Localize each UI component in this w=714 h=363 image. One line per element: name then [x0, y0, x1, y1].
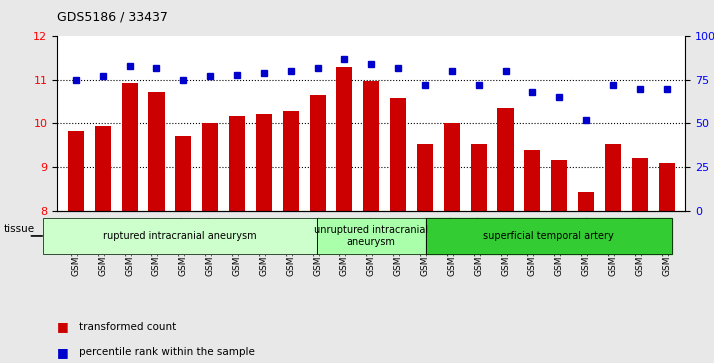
Text: tissue: tissue: [4, 224, 35, 234]
Bar: [175, 136, 191, 211]
Bar: [149, 91, 164, 211]
Bar: [498, 108, 513, 211]
Bar: [390, 98, 406, 211]
Bar: [95, 126, 111, 211]
Bar: [121, 83, 138, 211]
Bar: [202, 123, 218, 211]
Bar: [471, 144, 487, 211]
Text: ■: ■: [57, 346, 69, 359]
Text: ruptured intracranial aneurysm: ruptured intracranial aneurysm: [104, 231, 257, 241]
Bar: [632, 158, 648, 211]
Bar: [283, 111, 298, 211]
Bar: [658, 163, 675, 211]
Bar: [578, 192, 594, 211]
Text: transformed count: transformed count: [79, 322, 176, 332]
Bar: [68, 131, 84, 211]
Bar: [551, 160, 568, 211]
Bar: [444, 123, 460, 211]
Text: unruptured intracranial
aneurysm: unruptured intracranial aneurysm: [314, 225, 428, 247]
Bar: [417, 144, 433, 211]
Bar: [336, 67, 353, 211]
Bar: [256, 114, 272, 211]
Bar: [605, 144, 621, 211]
Text: superficial temporal artery: superficial temporal artery: [483, 231, 614, 241]
Text: GDS5186 / 33437: GDS5186 / 33437: [57, 11, 168, 24]
Text: ■: ■: [57, 320, 69, 333]
Bar: [524, 150, 540, 211]
Bar: [363, 81, 379, 211]
Text: percentile rank within the sample: percentile rank within the sample: [79, 347, 254, 357]
Bar: [310, 95, 326, 211]
Bar: [229, 115, 245, 211]
